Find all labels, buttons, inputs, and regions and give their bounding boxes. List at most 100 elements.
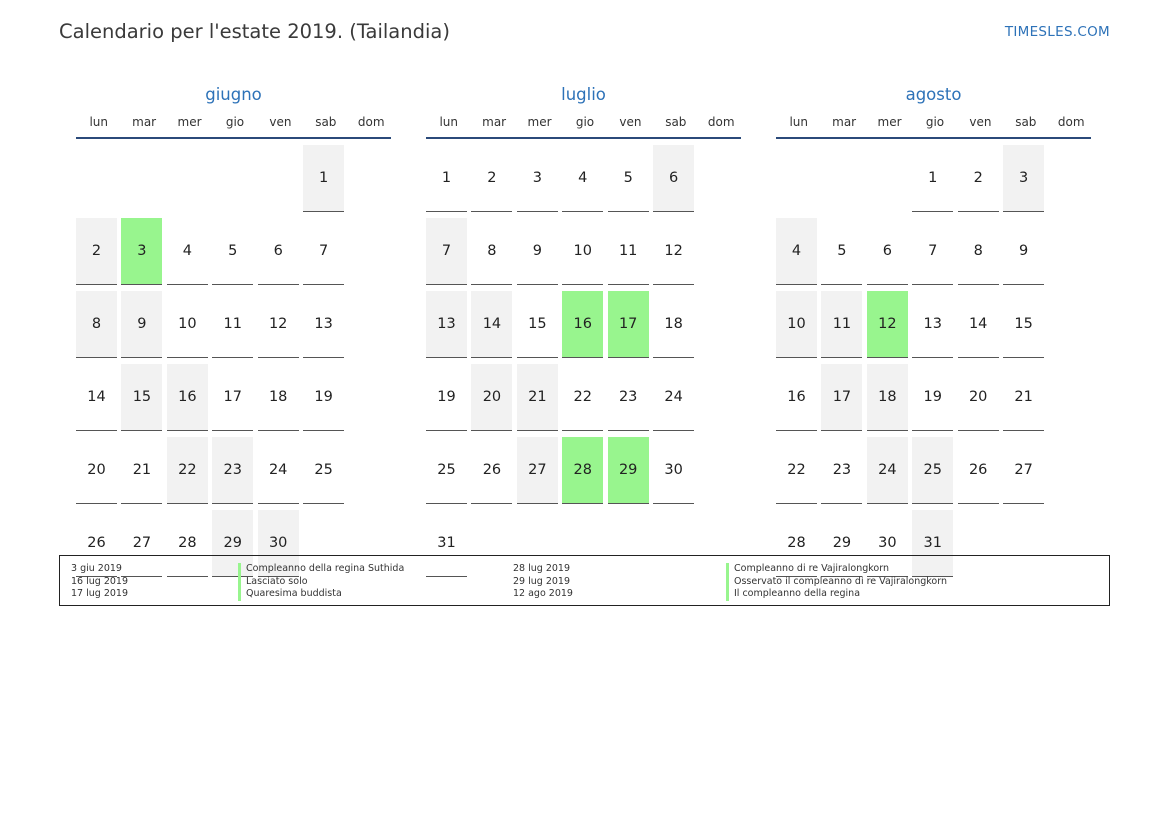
day-grid: 1 2 3 4 5 6 7 8 9 10 11 12 13 14 15 16 17 18 19 20 21 22 23 24 2…: [76, 145, 391, 583]
holiday-day-cell: 17: [607, 291, 649, 358]
legend-names-right: Compleanno di re Vajiralongkorn Osservat…: [726, 563, 947, 601]
day-cell: 23: [607, 364, 649, 431]
empty-cell: [258, 145, 299, 212]
day-cell: 21: [121, 437, 163, 504]
day-cell: 24: [866, 437, 908, 504]
day-cell: 9: [121, 291, 163, 358]
holiday-legend: 3 giu 2019 16 lug 2019 17 lug 2019 Compl…: [59, 555, 1110, 606]
holiday-day-cell: 3: [121, 218, 163, 285]
day-cell: 4: [166, 218, 208, 285]
brand-link[interactable]: TIMESLES.COM: [1004, 24, 1110, 40]
day-cell: 19: [912, 364, 954, 431]
day-cell: 7: [912, 218, 954, 285]
day-cell: 20: [76, 437, 117, 504]
month-name: agosto: [905, 85, 962, 104]
weekday-label: gio: [575, 115, 595, 129]
day-cell: 22: [776, 437, 817, 504]
legend-holiday-name: Quaresima buddista: [238, 588, 404, 601]
day-cell: 3: [516, 145, 558, 212]
day-cell: 9: [1003, 218, 1045, 285]
empty-cell: [821, 145, 862, 212]
day-cell: 12: [653, 218, 695, 285]
day-cell: 29: [212, 510, 254, 577]
day-cell: 30: [866, 510, 908, 577]
day-cell: 10: [166, 291, 208, 358]
legend-date: 12 ago 2019: [513, 588, 573, 599]
day-cell: 23: [821, 437, 863, 504]
day-cell: 9: [516, 218, 558, 285]
day-cell: 31: [912, 510, 954, 577]
day-cell: 25: [303, 437, 345, 504]
empty-cell: [212, 145, 253, 212]
day-cell: 21: [1003, 364, 1045, 431]
day-cell: 2: [471, 145, 513, 212]
day-cell: 1: [426, 145, 467, 212]
day-cell: 29: [821, 510, 863, 577]
empty-cell: [867, 145, 908, 212]
day-cell: 17: [821, 364, 863, 431]
day-cell: 18: [257, 364, 299, 431]
day-cell: 26: [471, 437, 513, 504]
day-cell: 3: [1003, 145, 1045, 212]
day-cell: 21: [516, 364, 558, 431]
legend-holiday-name: Il compleanno della regina: [726, 588, 947, 601]
day-cell: 7: [426, 218, 467, 285]
day-cell: 26: [957, 437, 999, 504]
holiday-day-cell: 28: [562, 437, 604, 504]
day-cell: 16: [166, 364, 208, 431]
day-cell: 22: [166, 437, 208, 504]
day-cell: 13: [912, 291, 954, 358]
day-cell: 2: [957, 145, 999, 212]
day-cell: 27: [121, 510, 163, 577]
weekday-label: dom: [1057, 115, 1085, 129]
day-cell: 6: [653, 145, 695, 212]
weekday-label: sab: [315, 115, 337, 129]
weekday-label: gio: [225, 115, 245, 129]
day-cell: 10: [776, 291, 817, 358]
day-cell: 8: [957, 218, 999, 285]
legend-names-left: Compleanno della regina Suthida Lasciato…: [238, 563, 404, 601]
day-cell: 19: [303, 364, 345, 431]
day-cell: 11: [821, 291, 863, 358]
day-cell: 31: [426, 510, 467, 577]
day-cell: 11: [607, 218, 649, 285]
legend-holiday-name: Lasciato solo: [238, 575, 404, 588]
day-cell: 15: [1003, 291, 1045, 358]
day-cell: 16: [776, 364, 817, 431]
day-cell: 17: [212, 364, 254, 431]
weekday-label: lun: [439, 115, 458, 129]
day-cell: 18: [866, 364, 908, 431]
weekday-label: mar: [132, 115, 157, 129]
weekday-label: ven: [269, 115, 292, 129]
day-cell: 13: [303, 291, 345, 358]
day-grid: 1 2 3 4 5 6 7 8 9 10 11 12 13 14 15 16 17 18 19 20 21 22 23 24 2…: [426, 145, 741, 583]
day-cell: 24: [257, 437, 299, 504]
day-cell: 27: [1003, 437, 1045, 504]
weekday-label: mer: [177, 115, 202, 129]
day-cell: 14: [76, 364, 117, 431]
day-cell: 15: [516, 291, 558, 358]
holiday-day-cell: 16: [562, 291, 604, 358]
day-cell: 20: [957, 364, 999, 431]
day-cell: 11: [212, 291, 254, 358]
day-cell: 20: [471, 364, 513, 431]
day-cell: 27: [516, 437, 558, 504]
day-cell: 15: [121, 364, 163, 431]
day-cell: 4: [562, 145, 604, 212]
day-cell: 8: [471, 218, 513, 285]
legend-holiday-name: Compleanno della regina Suthida: [238, 563, 404, 576]
day-cell: 2: [76, 218, 117, 285]
weekday-label: sab: [665, 115, 687, 129]
legend-date: 28 lug 2019: [513, 563, 570, 574]
legend-date: 16 lug 2019: [71, 575, 128, 587]
day-cell: 1: [303, 145, 345, 212]
weekday-header: lun mar mer gio ven sab dom: [426, 115, 741, 139]
legend-date: 29 lug 2019: [513, 575, 570, 587]
day-cell: 24: [653, 364, 695, 431]
day-cell: 6: [257, 218, 299, 285]
weekday-header: lun mar mer gio ven sab dom: [76, 115, 391, 139]
day-cell: 28: [776, 510, 817, 577]
day-cell: 13: [426, 291, 467, 358]
day-cell: 18: [653, 291, 695, 358]
